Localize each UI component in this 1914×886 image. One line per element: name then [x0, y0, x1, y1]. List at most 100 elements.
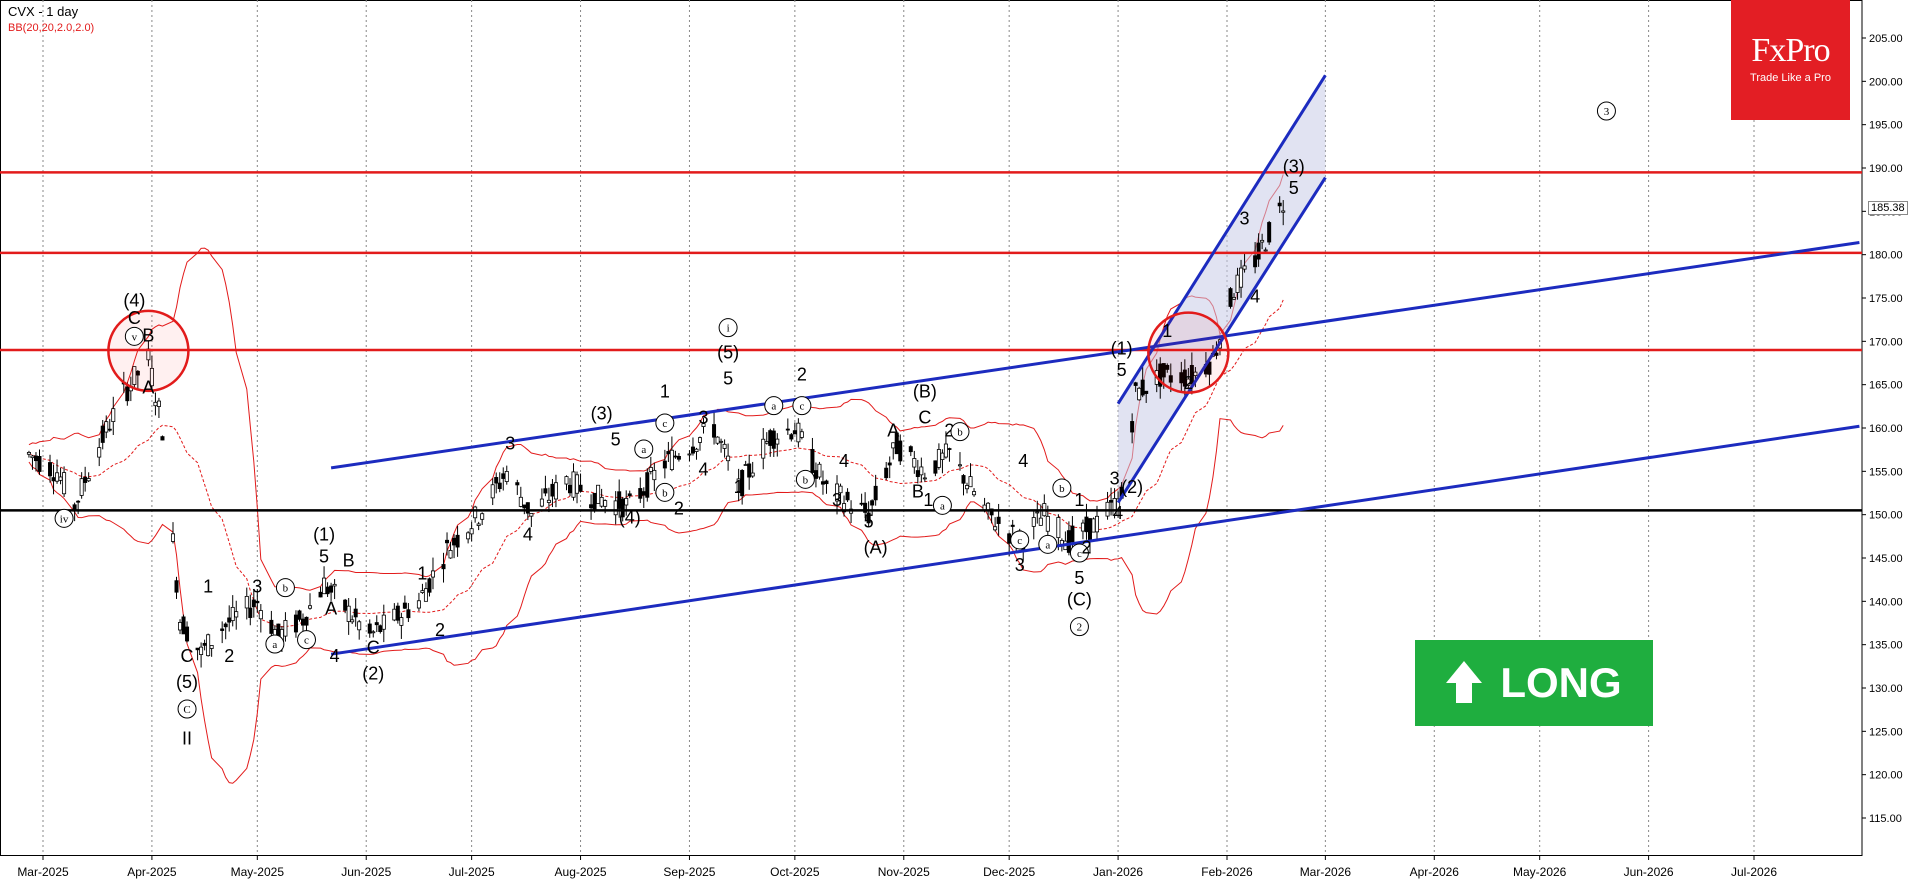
candle-body — [546, 499, 551, 503]
candle-body — [466, 532, 471, 540]
wave-label: (2) — [362, 663, 384, 683]
candle-body — [845, 491, 850, 501]
candle-body — [423, 588, 428, 602]
candle-body — [1109, 500, 1114, 503]
wave-label: a — [940, 500, 945, 512]
wave-label: 5 — [611, 429, 621, 449]
candle-body — [529, 512, 534, 517]
candle-body — [719, 440, 724, 443]
wave-label: (A) — [864, 538, 888, 558]
candle-body — [838, 485, 843, 494]
wave-label-circle — [54, 508, 74, 528]
candle-body — [223, 623, 228, 628]
candle-body — [785, 428, 790, 431]
wave-label-circle — [1596, 101, 1616, 121]
wave-label-circle — [795, 469, 815, 489]
candle-body — [898, 440, 903, 462]
candle-body — [697, 437, 702, 443]
y-tick-label: 180.00 — [1869, 250, 1903, 262]
wave-label: 2 — [435, 620, 445, 640]
wave-label-circle — [1069, 617, 1089, 637]
candle-body — [1239, 267, 1244, 288]
candle-body — [553, 482, 558, 500]
candle-body — [97, 447, 102, 458]
candle-body — [1214, 352, 1219, 356]
candle-body — [1091, 518, 1096, 533]
candle-body — [469, 528, 474, 535]
candle-body — [863, 502, 868, 513]
candle-body — [76, 500, 81, 503]
candle-body — [33, 455, 38, 462]
candle-body — [620, 498, 625, 518]
candle-body — [842, 503, 847, 513]
candle-body — [515, 482, 520, 486]
wave-label: B — [142, 325, 154, 345]
wave-label: 2 — [224, 646, 234, 666]
y-tick-label: 150.00 — [1869, 510, 1903, 522]
wave-label: b — [1059, 483, 1065, 495]
wave-label-circle — [1069, 543, 1089, 563]
candle-body — [30, 455, 35, 459]
candle-body — [51, 477, 56, 482]
y-tick-label: 115.00 — [1869, 813, 1902, 825]
y-tick-label: 175.00 — [1869, 293, 1903, 305]
x-tick-label: Dec-2025 — [983, 865, 1035, 879]
wave-label: (3) — [591, 403, 613, 423]
candle-body — [613, 500, 618, 516]
candle-body — [701, 423, 706, 427]
candle-body — [1070, 525, 1075, 543]
candle-body — [1228, 288, 1233, 307]
candle-body — [648, 467, 653, 472]
wave-label-circle — [265, 634, 285, 654]
x-tick-label: Jun-2025 — [341, 865, 391, 879]
candle-body — [750, 472, 755, 477]
wave-label: 4 — [699, 460, 709, 480]
x-tick-label: Feb-2026 — [1201, 865, 1253, 879]
candle-body — [792, 430, 797, 435]
candle-body — [989, 508, 994, 516]
candle-body — [575, 474, 580, 494]
wave-label-circle — [932, 495, 952, 515]
wave-label: 5 — [1074, 568, 1084, 588]
wave-label: 5 — [864, 512, 874, 532]
wave-label-circle — [655, 413, 675, 433]
rising-channel-lower — [1116, 176, 1327, 504]
candle-body — [62, 472, 67, 495]
wave-label: 3 — [1604, 106, 1610, 118]
candle-body — [1087, 518, 1092, 541]
wave-label: c — [799, 401, 804, 413]
candle-body — [652, 469, 657, 481]
candle-body — [367, 623, 372, 634]
candle-body — [206, 634, 211, 657]
wave-label: iv — [60, 513, 69, 525]
candle-body — [445, 539, 450, 544]
wave-label-circle — [792, 396, 812, 416]
wave-label: (4) — [123, 291, 145, 311]
candle-body — [662, 460, 667, 469]
candle-body — [993, 526, 998, 531]
candle-body — [1165, 364, 1170, 370]
highlight-circle — [1147, 311, 1230, 394]
wave-label: 3 — [1240, 208, 1250, 228]
candle-body — [596, 484, 601, 504]
candle-body — [884, 467, 889, 479]
candle-body — [617, 491, 622, 509]
candle-body — [392, 608, 397, 621]
x-tick-label: Jul-2025 — [449, 865, 495, 879]
candle-body — [1267, 222, 1272, 243]
x-tick-label: Mar-2026 — [1300, 865, 1352, 879]
candle-body — [300, 618, 305, 626]
candle-body — [891, 442, 896, 449]
long-signal-badge: LONG — [1415, 640, 1653, 726]
wave-label: b — [957, 427, 963, 439]
candle-body — [346, 605, 351, 622]
wave-label-circle — [1038, 534, 1058, 554]
candle-body — [578, 484, 583, 492]
y-tick-label: 135.00 — [1869, 640, 1903, 652]
wave-label: (5) — [176, 672, 198, 692]
candle-body — [1095, 515, 1100, 533]
wave-label-circle — [634, 439, 654, 459]
wave-label: (2) — [1121, 477, 1143, 497]
candle-body — [48, 462, 53, 477]
candle-body — [381, 614, 386, 630]
